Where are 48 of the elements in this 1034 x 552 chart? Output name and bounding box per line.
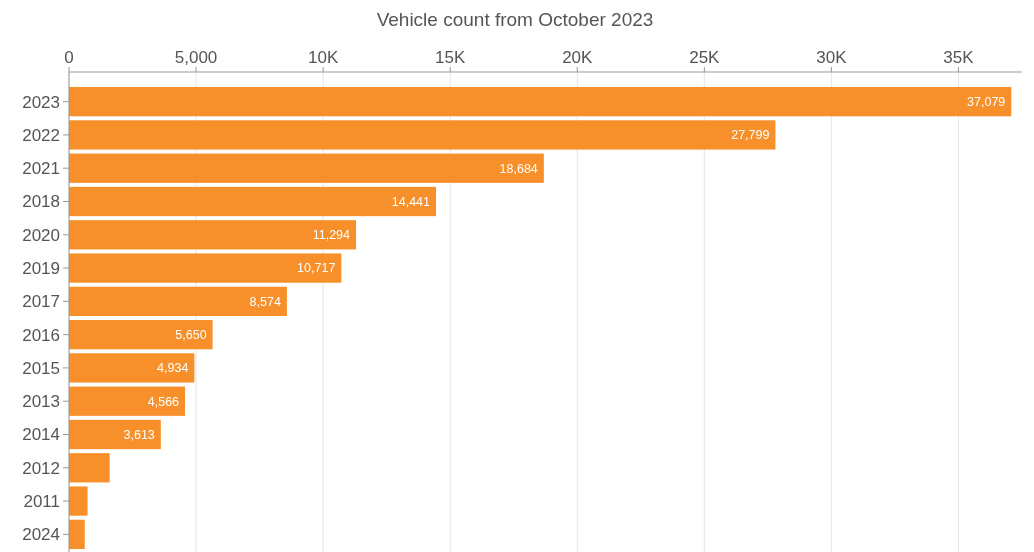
y-tick-label: 2023 bbox=[22, 92, 60, 112]
bar bbox=[69, 453, 110, 483]
data-label: 18,684 bbox=[499, 161, 538, 176]
bar bbox=[69, 220, 357, 250]
data-label: 10,717 bbox=[297, 261, 336, 276]
data-label: 37,079 bbox=[967, 95, 1006, 110]
y-tick-label: 2017 bbox=[22, 292, 60, 312]
bar bbox=[69, 519, 85, 549]
x-tick-label: 25K bbox=[689, 48, 721, 67]
data-label: 14,441 bbox=[391, 194, 431, 209]
bar bbox=[69, 320, 213, 350]
y-tick-label: 2015 bbox=[22, 358, 60, 378]
x-tick-label: 0 bbox=[64, 48, 74, 67]
data-label: 4,566 bbox=[147, 394, 180, 409]
bar bbox=[69, 386, 186, 416]
bar bbox=[69, 87, 1012, 117]
y-tick-label: 2013 bbox=[22, 392, 60, 412]
bar bbox=[69, 286, 287, 316]
data-label: 8,574 bbox=[249, 294, 281, 309]
chart-title: Vehicle count from October 2023 bbox=[376, 9, 654, 30]
y-tick-label: 2020 bbox=[22, 225, 60, 245]
y-tick-label: 2019 bbox=[22, 259, 60, 279]
bar bbox=[69, 120, 776, 150]
x-tick-label: 15K bbox=[435, 48, 466, 67]
bar bbox=[69, 486, 88, 516]
x-tick-label: 30K bbox=[816, 48, 848, 67]
data-label: 27,799 bbox=[731, 128, 770, 143]
x-tick-label: 10K bbox=[308, 48, 339, 67]
x-tick-label: 20K bbox=[562, 48, 594, 67]
bar bbox=[69, 253, 342, 283]
bar bbox=[69, 419, 161, 450]
y-tick-label: 2014 bbox=[22, 425, 60, 445]
data-label: 5,650 bbox=[175, 328, 207, 343]
y-tick-label: 2018 bbox=[22, 192, 60, 212]
data-label: 11,294 bbox=[312, 228, 351, 243]
y-tick-label: 2011 bbox=[23, 492, 60, 512]
bar bbox=[69, 186, 436, 217]
y-tick-label: 2016 bbox=[22, 325, 60, 345]
x-tick-label: 35K bbox=[943, 48, 975, 67]
x-tick-label: 5,000 bbox=[174, 48, 218, 67]
y-tick-label: 2021 bbox=[22, 159, 60, 179]
y-tick-label: 2024 bbox=[22, 525, 60, 545]
data-label: 3,613 bbox=[123, 427, 155, 442]
bar bbox=[69, 353, 195, 383]
y-tick-label: 2012 bbox=[22, 458, 60, 478]
bar bbox=[69, 153, 544, 183]
y-tick-label: 2022 bbox=[22, 125, 60, 145]
data-label: 4,934 bbox=[157, 361, 189, 376]
